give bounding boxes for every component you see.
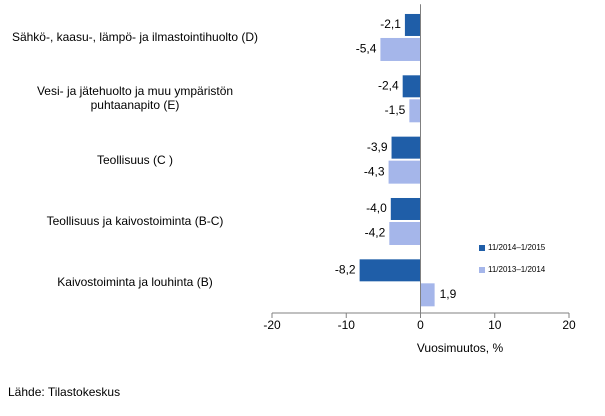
bar: [404, 13, 421, 36]
category-label: Vesi- ja jätehuolto ja muu ympäristön pu…: [36, 84, 234, 113]
x-tick-label: 0: [417, 318, 424, 332]
bar: [409, 99, 421, 123]
x-tick-label: -20: [263, 318, 281, 332]
bar: [402, 75, 421, 98]
bar: [380, 37, 421, 61]
category-label: Kaivostoiminta ja louhinta (B): [57, 275, 213, 290]
category-label: Teollisuus (C ): [96, 152, 174, 167]
value-label: -2,4: [378, 78, 399, 92]
bar: [359, 259, 421, 282]
source: Lähde: Tilastokeskus: [8, 385, 120, 399]
value-label: -5,4: [356, 42, 377, 56]
bar: [391, 136, 421, 159]
x-tick-label: 20: [562, 318, 576, 332]
value-label: -8,2: [335, 263, 356, 277]
legend-label: 11/2014–1/2015: [488, 243, 546, 252]
value-label: -1,5: [385, 103, 406, 117]
legend-swatch: [479, 245, 485, 251]
value-label: 1,9: [440, 287, 457, 301]
x-tick-label: 10: [488, 318, 502, 332]
value-label: -4,3: [364, 164, 385, 178]
legend-swatch: [479, 267, 485, 273]
x-tick-label: -10: [338, 318, 356, 332]
legend-label: 11/2013–1/2014: [488, 265, 546, 274]
bar: [389, 221, 421, 245]
category-label: Teollisuus ja kaivostoiminta (B-C): [46, 213, 224, 228]
value-label: -4,0: [366, 201, 387, 215]
value-label: -3,9: [367, 140, 388, 154]
category-label: Sähkö-, kaasu-, lämpö- ja ilmastointihuo…: [11, 29, 259, 44]
bar: [420, 283, 435, 307]
bar: [390, 197, 421, 220]
bar: [388, 160, 421, 184]
x-axis-title: Vuosimuutos, %: [417, 341, 504, 355]
value-label: -2,1: [380, 17, 401, 31]
value-label: -4,2: [365, 226, 386, 240]
